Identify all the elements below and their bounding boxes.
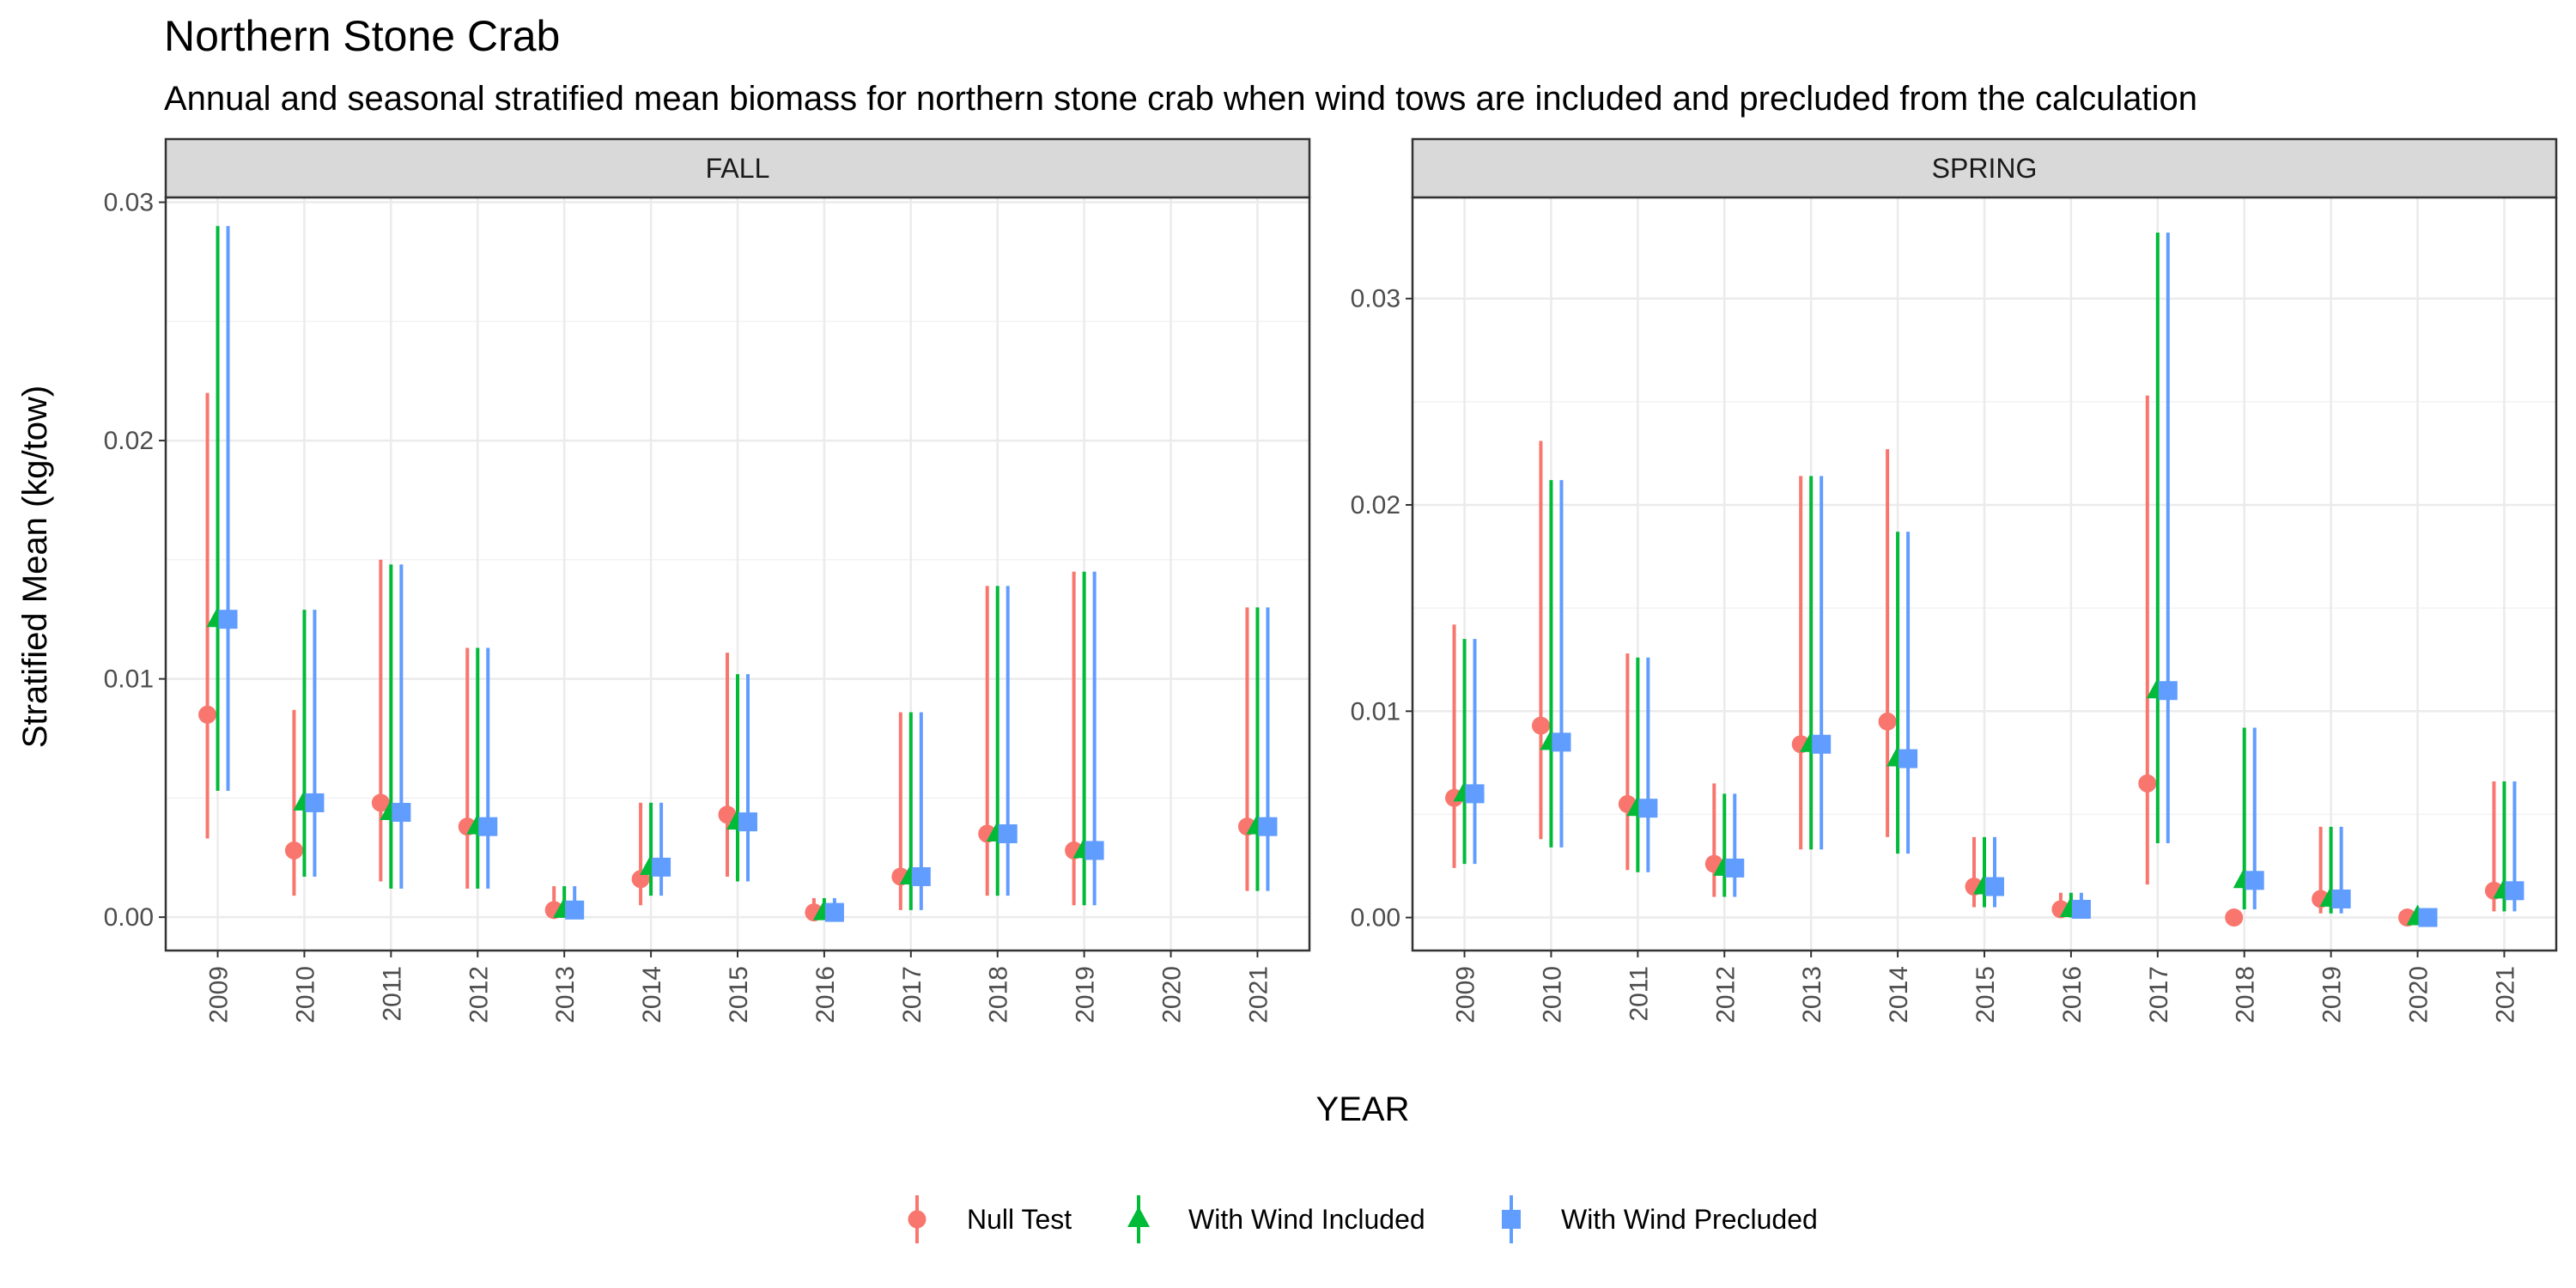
panel-fall: FALL 0.00 0.01 0.02 0.03 2009 2010 2011 2012 2013… [104, 137, 1311, 1024]
x-tick-label: 2017 [2145, 966, 2173, 1024]
y-tick-label: 0.03 [1351, 285, 1400, 313]
data-point [998, 824, 1018, 844]
y-axis-title: Stratified Mean (kg/tow) [16, 386, 54, 748]
data-point [1899, 749, 1918, 769]
data-point [2331, 889, 2351, 908]
legend-item: With Wind Included [1127, 1195, 1425, 1243]
x-tick-label: 2017 [898, 966, 927, 1024]
x-tick-label: 2020 [1158, 966, 1187, 1024]
x-tick-label: 2016 [811, 966, 840, 1024]
x-tick-label: 2012 [465, 966, 493, 1024]
legend-label: Null Test [967, 1204, 1072, 1235]
x-tick-label: 2013 [1798, 966, 1826, 1024]
x-tick-label: 2021 [1244, 966, 1273, 1024]
legend-key-symbol [908, 1210, 927, 1229]
data-point [718, 805, 737, 824]
data-point [1465, 784, 1485, 804]
panel-border [164, 196, 1311, 952]
data-point [1725, 858, 1745, 878]
data-point [1878, 712, 1897, 731]
data-point [2158, 681, 2178, 701]
data-point [198, 705, 217, 724]
x-tick-label: 2015 [1971, 966, 2000, 1024]
x-tick-label: 2010 [1538, 966, 1566, 1024]
legend: Null Test With Wind Included With Wind Pre… [908, 1195, 1818, 1243]
x-tick-label: 2009 [1452, 966, 1480, 1024]
chart-title: Northern Stone Crab [164, 12, 560, 60]
data-point [1552, 732, 1571, 752]
panel-strip [164, 137, 1311, 199]
data-point [738, 812, 757, 832]
legend-label: With Wind Precluded [1561, 1204, 1818, 1235]
legend-item: Null Test [908, 1195, 1072, 1243]
data-point [284, 841, 303, 860]
data-point [911, 866, 931, 886]
data-point [652, 857, 671, 877]
x-tick-label: 2011 [378, 966, 406, 1022]
y-tick-label: 0.01 [1351, 697, 1400, 726]
x-tick-label: 2012 [1711, 966, 1740, 1024]
panel-border [1411, 196, 2558, 952]
series-null-test [198, 392, 1256, 922]
panel-strip-label: SPRING [1932, 153, 2038, 184]
x-tick-label: 2019 [1072, 966, 1100, 1024]
y-tick-label: 0.00 [104, 903, 154, 932]
data-point [1258, 817, 1278, 836]
panels-layer: FALL 0.00 0.01 0.02 0.03 2009 2010 2011 2012 2013… [104, 137, 2558, 1024]
x-tick-label: 2014 [1885, 966, 1913, 1024]
data-point [1638, 799, 1658, 818]
data-point [392, 803, 411, 823]
data-point [2138, 774, 2157, 793]
x-tick-label: 2014 [638, 966, 666, 1024]
data-point [2225, 908, 2244, 927]
chart-subtitle: Annual and seasonal stratified mean biom… [164, 80, 2197, 118]
x-tick-label: 2011 [1625, 966, 1653, 1022]
data-point [218, 610, 238, 629]
x-tick-label: 2020 [2405, 966, 2433, 1024]
data-point [1985, 877, 2004, 896]
y-tick-label: 0.02 [1351, 491, 1400, 519]
series-with-wind-precluded [218, 226, 1278, 922]
x-tick-label: 2010 [291, 966, 319, 1024]
series-with-wind-precluded [1465, 232, 2524, 927]
x-tick-label: 2021 [2491, 966, 2519, 1024]
data-point [478, 817, 498, 836]
data-point [565, 900, 585, 920]
y-tick-label: 0.02 [104, 427, 154, 455]
legend-label: With Wind Included [1188, 1204, 1425, 1235]
data-point [1531, 716, 1550, 735]
data-point [1084, 841, 1104, 860]
x-tick-label: 2018 [2232, 966, 2260, 1024]
x-tick-label: 2015 [725, 966, 753, 1024]
legend-key-symbol [1127, 1206, 1150, 1227]
data-point [1812, 734, 1832, 754]
data-point [2505, 881, 2524, 901]
series-null-test [1445, 395, 2503, 927]
y-tick-label: 0.00 [1351, 904, 1400, 933]
data-point [2245, 871, 2264, 890]
data-point [2418, 908, 2438, 927]
x-tick-label: 2016 [2058, 966, 2087, 1024]
x-tick-label: 2013 [551, 966, 580, 1024]
x-axis-title: YEAR [1316, 1091, 1410, 1128]
x-tick-label: 2009 [205, 966, 234, 1024]
data-point [305, 793, 325, 812]
legend-key-symbol [1502, 1210, 1521, 1229]
x-tick-label: 2018 [985, 966, 1013, 1024]
panel-spring: SPRING 0.00 0.01 0.02 0.03 2009 2010 2011 2012 20… [1351, 137, 2558, 1024]
legend-item: With Wind Precluded [1502, 1195, 1818, 1243]
y-tick-label: 0.03 [104, 189, 154, 217]
y-tick-label: 0.01 [104, 665, 154, 694]
data-point [824, 902, 844, 922]
x-tick-label: 2019 [2318, 966, 2347, 1024]
panel-strip-label: FALL [706, 153, 770, 184]
data-point [2071, 899, 2091, 919]
data-point [371, 793, 390, 812]
